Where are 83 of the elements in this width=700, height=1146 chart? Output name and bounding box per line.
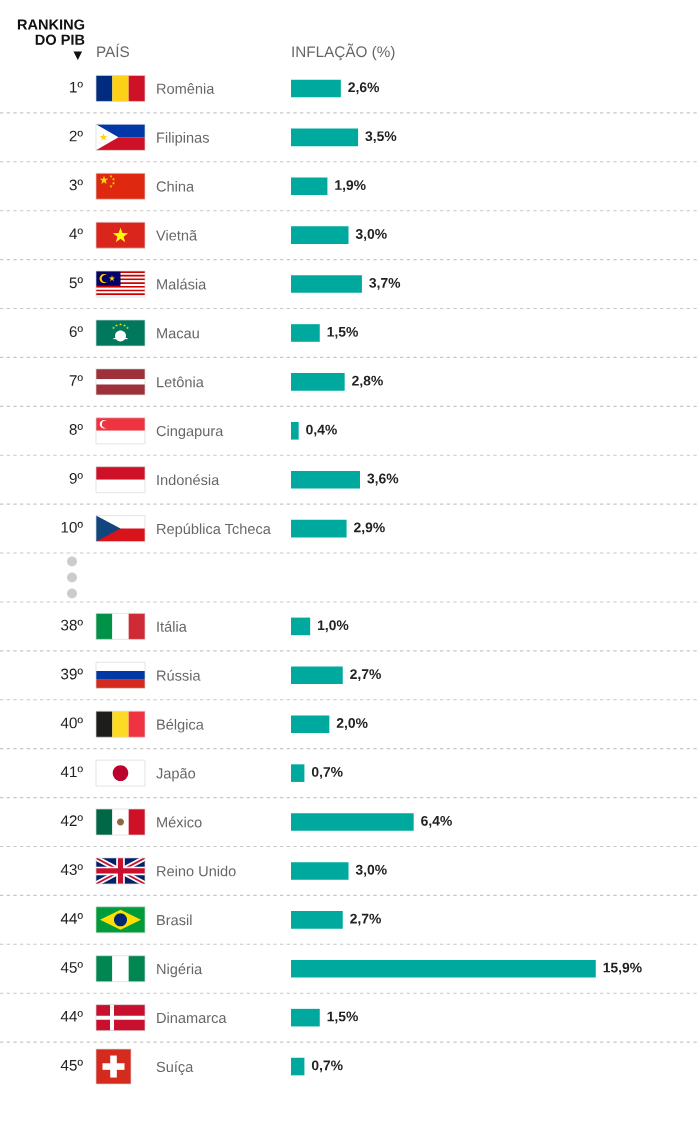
text: 2º <box>69 130 83 142</box>
bar <box>291 79 341 98</box>
bar <box>291 1008 320 1027</box>
bar <box>291 226 349 244</box>
bar <box>291 764 305 782</box>
y-tick-label: Rússia <box>157 669 201 681</box>
text: 8º <box>69 424 83 435</box>
y-tick-label: Reino Unido <box>157 865 236 877</box>
data-label: 3,0% <box>355 229 387 241</box>
y-tick-label: Malásia <box>157 278 207 290</box>
x-axis-title: INFLAÇÃO (%) <box>292 43 395 61</box>
data-label: 3,7% <box>369 277 401 290</box>
bar <box>291 324 320 342</box>
y-axis-title: PAÍS <box>97 43 129 58</box>
bar <box>291 421 299 440</box>
data-label: 2,0% <box>336 718 368 730</box>
data-label: 0,4% <box>306 424 337 437</box>
y-tick-label: Vietnã <box>156 229 198 241</box>
text: 44º <box>60 1010 83 1022</box>
data-label: 0,7% <box>311 1060 343 1073</box>
bar <box>291 959 596 978</box>
bar <box>291 1057 305 1076</box>
bar <box>291 813 414 831</box>
bar <box>291 617 311 636</box>
y-tick-label: México <box>157 816 202 828</box>
text: 3º <box>69 179 83 191</box>
text: 10º <box>61 521 83 533</box>
text: 5º <box>69 277 83 289</box>
bar <box>291 666 343 685</box>
text: 4º <box>69 228 83 240</box>
text: 41º <box>60 766 83 778</box>
text: 44º <box>60 913 83 924</box>
y-tick-label: Letônia <box>157 376 204 388</box>
bar <box>291 373 345 391</box>
data-label: 2,9% <box>354 522 385 535</box>
data-label: 3,5% <box>365 131 397 144</box>
text: 45º <box>60 1059 83 1071</box>
data-label: 1,5% <box>327 326 358 339</box>
y-tick-label: Bélgica <box>157 718 204 733</box>
y-tick-label: Suíça <box>156 1061 194 1076</box>
text: 42º <box>60 815 83 826</box>
text: 39º <box>61 668 83 680</box>
y-tick-label: Romênia <box>157 83 215 94</box>
y-tick-label: Indonésia <box>157 474 220 486</box>
y-tick-label: Japão <box>156 767 196 782</box>
data-label: 1,5% <box>327 1011 358 1024</box>
bar <box>291 519 347 538</box>
data-label: 2,8% <box>352 375 383 388</box>
y-tick-label: Nigéria <box>157 963 203 978</box>
y-tick-label: Macau <box>157 328 199 339</box>
text: 7º <box>69 375 83 386</box>
y-tick-label: Cingapura <box>156 425 224 440</box>
text: 40º <box>60 717 83 729</box>
text: 9º <box>69 472 83 484</box>
data-label: 2,7% <box>350 913 381 926</box>
data-label: 6,4% <box>421 815 452 828</box>
bar <box>291 275 362 293</box>
text: 1º <box>70 81 83 93</box>
y-tick-label: Dinamarca <box>157 1012 227 1024</box>
text: 45º <box>60 962 83 973</box>
data-label: 2,7% <box>350 669 381 682</box>
data-label: 1,9% <box>335 180 366 192</box>
text: RANKING DO PIB ▼ <box>17 19 85 61</box>
y-tick-label: Filipinas <box>157 132 209 146</box>
bar <box>291 470 360 489</box>
bar <box>291 911 343 929</box>
y-tick-label: Brasil <box>157 914 192 926</box>
data-label: 1,0% <box>317 620 349 633</box>
text: 38º <box>61 619 83 631</box>
bar <box>291 862 349 880</box>
data-label: 3,6% <box>367 473 399 486</box>
y-tick-label: República Tcheca <box>157 523 271 537</box>
data-label: 0,7% <box>311 767 343 779</box>
data-label: 15,9% <box>603 962 642 975</box>
bar <box>291 715 330 734</box>
text: 6º <box>69 326 83 338</box>
bar <box>291 128 359 147</box>
y-tick-label: China <box>156 180 195 192</box>
y-tick-label: Itália <box>157 620 187 632</box>
data-label: 3,0% <box>355 864 387 877</box>
data-label: 2,6% <box>348 82 380 95</box>
text: 43º <box>60 864 83 876</box>
bar <box>291 177 328 196</box>
